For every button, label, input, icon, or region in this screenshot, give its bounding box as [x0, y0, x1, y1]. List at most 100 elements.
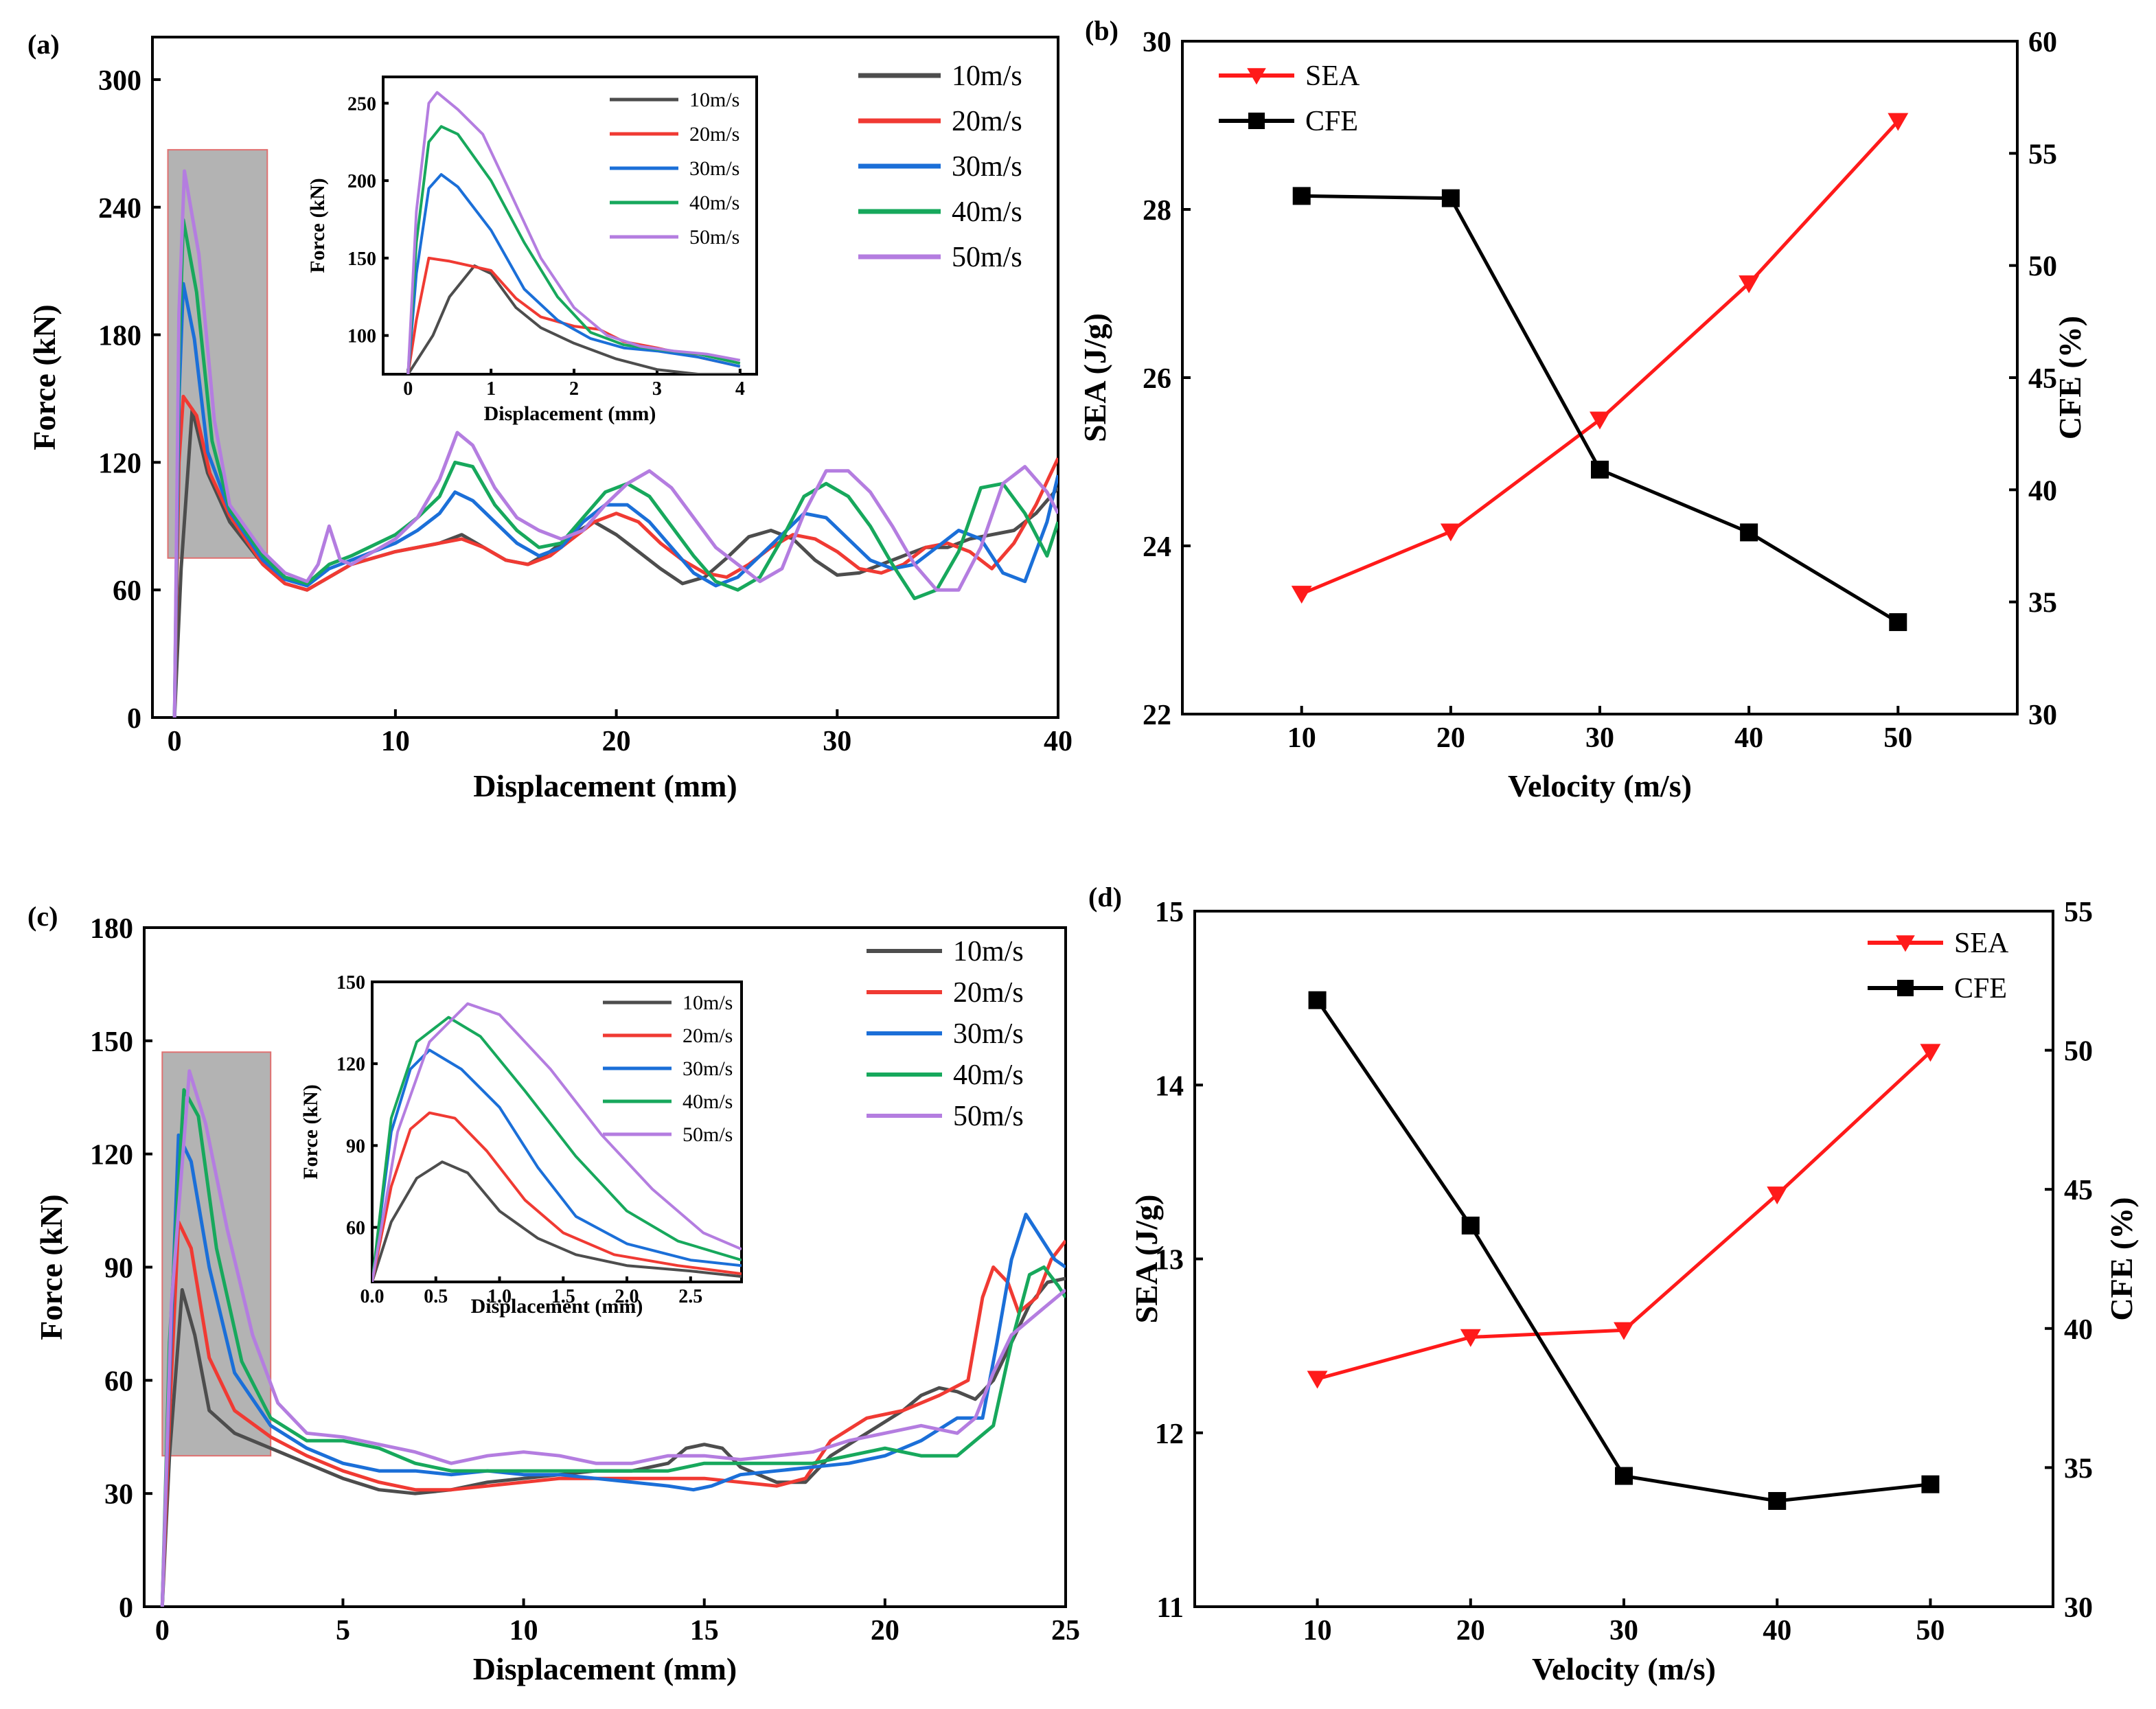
c_inset-series-line-20m-per-s: [372, 1111, 742, 1282]
d-y-tick-label: 12: [1155, 1419, 1184, 1450]
d-legend-marker: [1897, 980, 1914, 996]
b-legend-marker: [1247, 68, 1266, 85]
a-legend: 10m/s 20m/s 30m/s 40m/s 50m/s: [858, 60, 1022, 273]
c-series-line-20m-per-s: [160, 1220, 1066, 1607]
d-point-CFE: [1768, 1492, 1787, 1511]
b-x-axis-label: Velocity (m/s): [1508, 768, 1692, 803]
d-series-line-CFE: [1316, 999, 1931, 1503]
b-y-tick-label: 26: [1143, 363, 1171, 395]
b-y-axis-label: SEA (J/g): [1077, 313, 1112, 442]
a_inset-plot-frame: [382, 76, 758, 376]
c-plot-frame: [143, 926, 1067, 1608]
a-y-tick-label: 180: [98, 321, 141, 352]
chart-b: 10 20 30 40 50 22 24 26 28 30 30 35 40 45 50 55 60 Veloci…: [1077, 27, 2087, 803]
d-y-axis-label: SEA (J/g): [1129, 1195, 1164, 1324]
c-y-tick-label: 120: [90, 1140, 133, 1171]
c-legend-label: 20m/s: [953, 977, 1024, 1009]
d-y2-tick-label: 35: [2064, 1453, 2093, 1484]
a-series-line-10m-per-s: [172, 407, 1058, 718]
d-y-tick-label: 11: [1156, 1592, 1184, 1624]
d-point-CFE: [1461, 1216, 1480, 1235]
a_inset-x-tick-label: 4: [735, 378, 745, 400]
d-x-axis-label: Velocity (m/s): [1532, 1651, 1716, 1686]
d-y2-tick-label: 40: [2064, 1314, 2093, 1346]
panel-label-b: (b): [1085, 15, 1119, 46]
a-y-tick-label: 120: [98, 448, 141, 479]
d-legend: SEA CFE: [1868, 928, 2009, 1005]
b-plot-frame: [1181, 40, 2019, 715]
b-legend-label: CFE: [1305, 106, 1358, 137]
c-x-tick-label: 0: [155, 1615, 170, 1647]
b-series-line-SEA: [1300, 119, 1900, 596]
c-y-tick-label: 180: [90, 913, 133, 945]
a-x-tick-label: 30: [823, 726, 851, 757]
d-point-SEA: [1767, 1186, 1788, 1205]
c_inset-series-line-30m-per-s: [372, 1048, 742, 1282]
d-x-tick-label: 50: [1916, 1615, 1945, 1647]
c-legend-label: 50m/s: [953, 1101, 1024, 1132]
b-x-tick-label: 30: [1585, 722, 1614, 754]
c_inset-y-tick-label: 120: [336, 1054, 365, 1075]
chart-d: 10 20 30 40 50 11 12 13 14 15 30 35 40 45 50 55 Velocity…: [1129, 897, 2139, 1686]
d-legend-label: CFE: [1954, 973, 2007, 1005]
d-point-SEA: [1920, 1044, 1941, 1062]
a_inset-y-tick-label: 150: [347, 249, 376, 270]
c-y-tick-label: 90: [104, 1253, 133, 1285]
c-series-line-40m-per-s: [160, 1088, 1066, 1607]
a_inset-y-tick-label: 250: [347, 93, 376, 115]
a_inset-x-tick-label: 2: [569, 378, 579, 400]
c-x-tick-label: 25: [1051, 1615, 1080, 1647]
b-legend-label: SEA: [1305, 60, 1360, 92]
a-legend-label: 10m/s: [952, 60, 1022, 92]
b-y2-tick-label: 35: [2028, 588, 2057, 619]
c_inset-series-line-50m-per-s: [372, 1002, 742, 1282]
b-x-tick-label: 40: [1734, 722, 1763, 754]
c-x-axis-label: Displacement (mm): [473, 1651, 737, 1686]
a_inset-y-axis-label: Force (kN): [306, 178, 329, 273]
c_inset-x-tick-label: 0.5: [424, 1286, 448, 1307]
a-x-tick-label: 40: [1044, 726, 1073, 757]
c_inset-x-axis-label: Displacement (mm): [471, 1295, 643, 1318]
d-point-SEA: [1614, 1322, 1634, 1340]
a-x-tick-label: 20: [602, 726, 631, 757]
a-y-tick-label: 60: [113, 575, 141, 607]
c_inset-series-line-40m-per-s: [372, 1016, 742, 1282]
b-point-SEA: [1739, 275, 1760, 294]
b-y2-tick-label: 55: [2028, 139, 2057, 170]
b-point-SEA: [1291, 586, 1312, 604]
b-x-tick-label: 50: [1883, 722, 1912, 754]
d-point-CFE: [1921, 1475, 1940, 1493]
d-y-tick-label: 13: [1155, 1245, 1184, 1276]
a-legend-label: 30m/s: [952, 151, 1022, 183]
d-y2-tick-label: 50: [2064, 1036, 2093, 1068]
c_inset-x-tick-label: 0.0: [360, 1286, 385, 1307]
c_inset-x-tick-label: 1.5: [551, 1286, 575, 1307]
d-point-CFE: [1308, 991, 1327, 1009]
a_inset-y-tick-label: 200: [347, 171, 376, 192]
c_inset-x-tick-label: 1.0: [488, 1286, 512, 1307]
b-y2-tick-label: 60: [2028, 27, 2057, 58]
a_inset-legend: 10m/s 20m/s 30m/s 40m/s 50m/s: [610, 89, 739, 249]
c_inset-plot-frame: [371, 980, 743, 1283]
a-y-axis-label: Force (kN): [27, 304, 62, 450]
c-y-axis-label: Force (kN): [34, 1194, 69, 1340]
d-plot-frame: [1193, 910, 2054, 1608]
panel-label-d: (d): [1088, 882, 1122, 913]
a-legend-label: 40m/s: [952, 196, 1022, 228]
b-y-tick-label: 28: [1143, 195, 1171, 227]
d-y2-tick-label: 55: [2064, 897, 2093, 928]
a_inset-series-line-10m-per-s: [406, 264, 740, 374]
b-x-tick-label: 20: [1436, 722, 1465, 754]
b-point-CFE: [1441, 189, 1460, 207]
b-point-SEA: [1888, 113, 1909, 131]
a-legend-label: 20m/s: [952, 106, 1022, 137]
a_inset-x-axis-label: Displacement (mm): [484, 402, 656, 425]
a-y-tick-label: 0: [127, 703, 141, 735]
a_inset-x-tick-label: 1: [486, 378, 496, 400]
c-legend-label: 10m/s: [953, 936, 1024, 967]
c_inset-legend-label: 10m/s: [683, 991, 733, 1014]
d-point-CFE: [1615, 1467, 1633, 1485]
